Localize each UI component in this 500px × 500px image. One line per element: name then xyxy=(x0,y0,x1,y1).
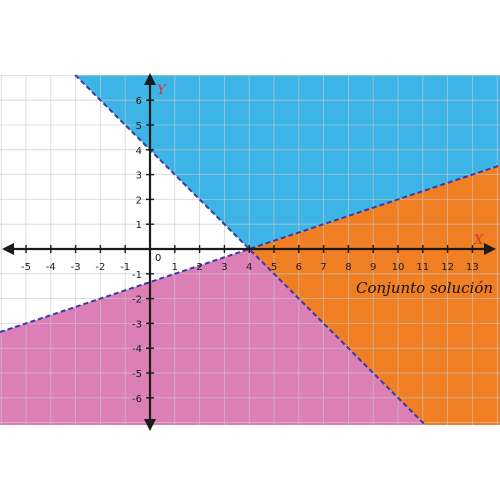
x-tick-label: 3 xyxy=(221,262,227,273)
orange-region xyxy=(249,165,500,425)
y-tick-label: -6 xyxy=(132,394,142,405)
origin-label: 0 xyxy=(155,253,161,264)
x-tick-label: 13 xyxy=(466,262,479,273)
x-tick-label: 2 xyxy=(196,262,202,273)
blue-region xyxy=(75,75,500,250)
x-axis-arrow-right xyxy=(484,243,496,255)
y-tick-label: -3 xyxy=(132,319,142,330)
x-tick-label: 8 xyxy=(345,262,351,273)
x-tick-label: 6 xyxy=(296,262,302,273)
y-axis-arrow-down xyxy=(144,419,156,431)
x-tick-label: 10 xyxy=(392,262,405,273)
y-tick-label: -2 xyxy=(132,295,142,306)
y-tick-label: 3 xyxy=(136,171,142,182)
y-tick-label: 2 xyxy=(136,195,142,206)
solution-set-label: Conjunto solución xyxy=(356,279,493,297)
x-tick-label: 9 xyxy=(370,262,376,273)
y-axis-arrow-up xyxy=(144,73,156,85)
y-tick-label: -5 xyxy=(132,369,142,380)
x-tick-label: -2 xyxy=(95,262,105,273)
tick-labels: -5 -4 -3 -2 -1 1 2 3 4 5 6 7 8 9 10 11 12 13654321-1-2-3-… xyxy=(21,96,479,405)
axes xyxy=(2,73,496,431)
y-tick-label: -4 xyxy=(132,344,142,355)
regions-layer xyxy=(0,75,500,425)
y-tick-label: 4 xyxy=(136,146,142,157)
x-tick-label: -4 xyxy=(46,262,56,273)
x-tick-label: -3 xyxy=(71,262,81,273)
y-tick-label: 6 xyxy=(136,96,142,107)
x-tick-label: 5 xyxy=(271,262,277,273)
y-tick-label: 1 xyxy=(136,220,142,231)
x-tick-label: 1 xyxy=(172,262,178,273)
x-axis-label: X xyxy=(473,233,484,248)
x-tick-label: 12 xyxy=(441,262,454,273)
y-tick-label: -1 xyxy=(132,270,142,281)
boundary-line-descending xyxy=(74,74,426,426)
x-axis-arrow-left xyxy=(2,243,14,255)
x-tick-label: 4 xyxy=(246,262,252,273)
x-tick-label: 7 xyxy=(320,262,326,273)
pink-region xyxy=(0,249,426,425)
y-axis-label: Y xyxy=(157,83,167,98)
boundary-lines xyxy=(0,74,500,426)
x-tick-label: 11 xyxy=(416,262,429,273)
x-tick-label: -5 xyxy=(21,262,31,273)
y-tick-label: 5 xyxy=(136,121,142,132)
x-tick-label: -1 xyxy=(120,262,130,273)
